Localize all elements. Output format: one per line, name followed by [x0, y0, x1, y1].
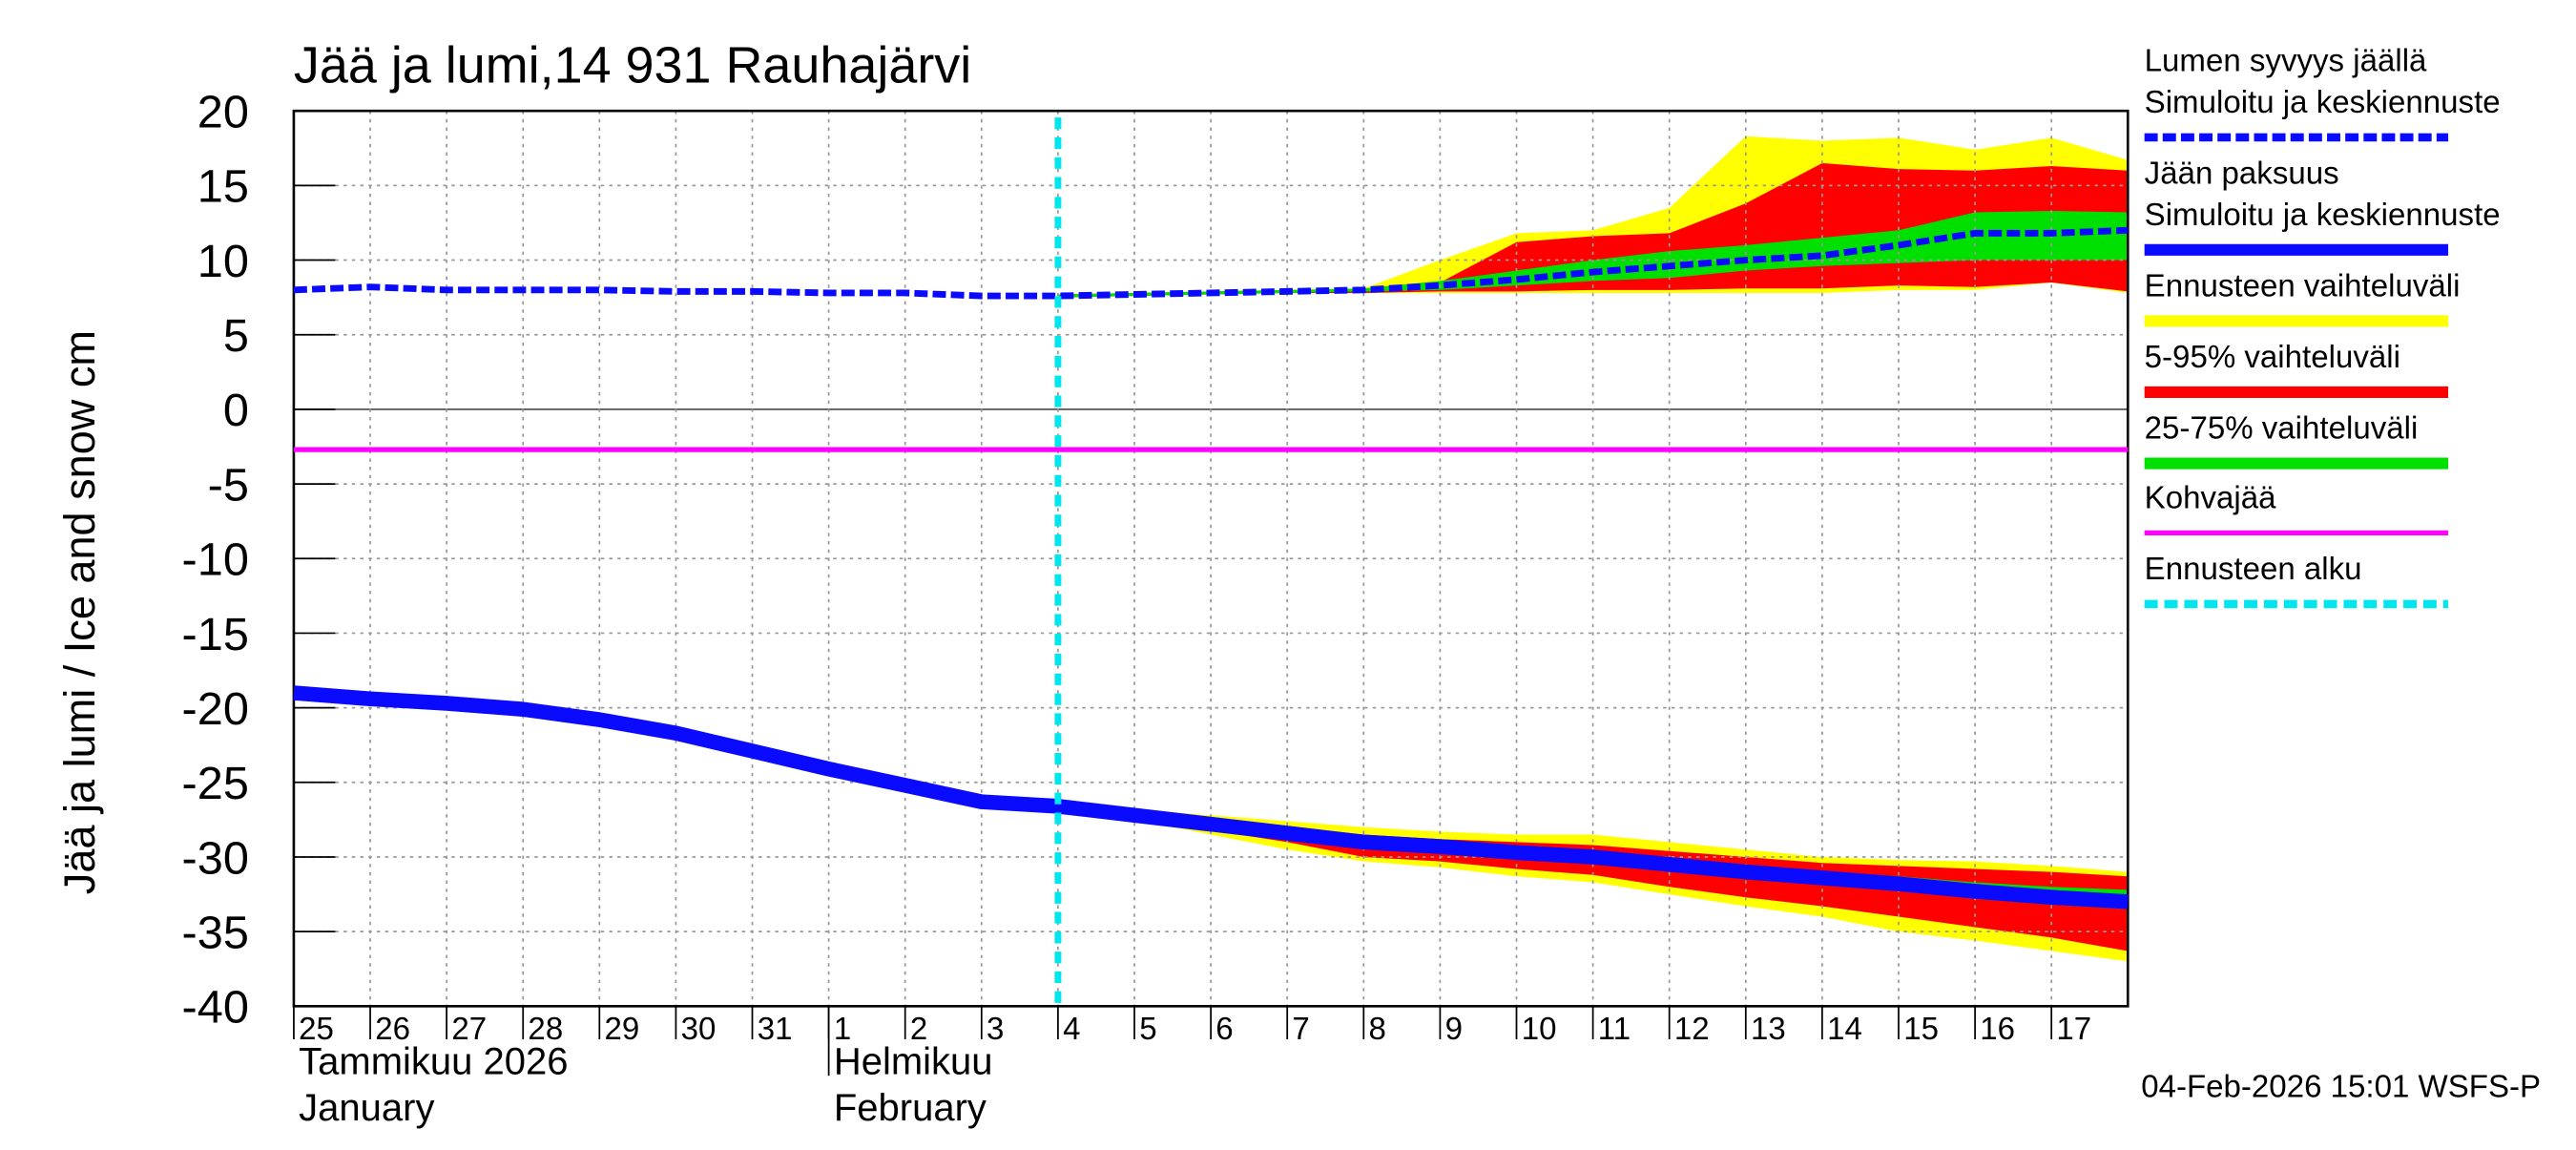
x-tick-label: 5 — [1139, 1011, 1156, 1046]
x-tick-label: 3 — [987, 1011, 1004, 1046]
legend-label: Jään paksuus — [2145, 156, 2339, 191]
legend-label: 5-95% vaihteluväli — [2145, 339, 2400, 374]
x-tick-label: 29 — [605, 1011, 640, 1046]
snow-band — [1057, 210, 2129, 298]
x-tick-label: 4 — [1063, 1011, 1080, 1046]
legend-label: Ennusteen alku — [2145, 551, 2362, 586]
x-tick-label: 1 — [834, 1011, 851, 1046]
y-tick-label: -10 — [182, 534, 249, 586]
y-tick-label: 5 — [223, 310, 249, 362]
month-label: Tammikuu 2026 — [299, 1040, 568, 1082]
ice-line — [293, 685, 2129, 910]
x-tick-label: 31 — [758, 1011, 793, 1046]
legend-label: Ennusteen vaihteluväli — [2145, 267, 2461, 303]
x-tick-label: 17 — [2056, 1011, 2091, 1046]
x-tick-label: 2 — [910, 1011, 927, 1046]
month-label: February — [834, 1087, 987, 1129]
x-tick-label: 13 — [1751, 1011, 1786, 1046]
legend-label: Kohvajää — [2145, 479, 2276, 514]
snow-line — [293, 226, 2129, 300]
x-tick-label: 27 — [451, 1011, 487, 1046]
x-tick-label: 6 — [1215, 1011, 1233, 1046]
x-tick-label: 15 — [1903, 1011, 1939, 1046]
y-tick-label: -15 — [182, 609, 249, 660]
y-tick-label: -25 — [182, 758, 249, 809]
footer: 04-Feb-2026 15:01 WSFS-P — [2141, 1069, 2541, 1104]
y-tick-label: 20 — [197, 87, 249, 138]
x-tick-label: 12 — [1674, 1011, 1710, 1046]
y-tick-label: 0 — [223, 385, 249, 436]
x-tick-label: 26 — [375, 1011, 410, 1046]
x-tick-label: 28 — [528, 1011, 563, 1046]
legend-label: Lumen syvyys jäällä — [2145, 43, 2427, 78]
x-tick-label: 7 — [1292, 1011, 1309, 1046]
x-tick-label: 9 — [1445, 1011, 1463, 1046]
x-tick-label: 10 — [1522, 1011, 1557, 1046]
legend-label: 25-75% vaihteluväli — [2145, 410, 2419, 446]
month-label: Helmikuu — [834, 1040, 993, 1082]
x-tick-label: 8 — [1369, 1011, 1386, 1046]
legend-label: Simuloitu ja keskiennuste — [2145, 197, 2501, 232]
y-tick-label: -5 — [208, 459, 249, 511]
plot-frame — [292, 109, 2129, 1008]
legend-label: Simuloitu ja keskiennuste — [2145, 84, 2501, 119]
x-tick-label: 16 — [1980, 1011, 2015, 1046]
x-tick-label: 25 — [299, 1011, 334, 1046]
y-tick-label: 10 — [197, 236, 249, 287]
chart-title: Jää ja lumi,14 931 Rauhajärvi — [294, 37, 971, 94]
x-tick-label: 14 — [1827, 1011, 1862, 1046]
y-tick-label: -30 — [182, 832, 249, 884]
y-tick-label: 15 — [197, 161, 249, 213]
month-label: January — [299, 1087, 434, 1129]
x-tick-label: 11 — [1598, 1011, 1631, 1046]
y-tick-label: -35 — [182, 908, 249, 959]
y-axis-label: Jää ja lumi / Ice and snow cm — [55, 330, 104, 894]
x-tick-label: 30 — [681, 1011, 717, 1046]
y-tick-label: -40 — [182, 982, 249, 1034]
y-tick-label: -20 — [182, 683, 249, 735]
